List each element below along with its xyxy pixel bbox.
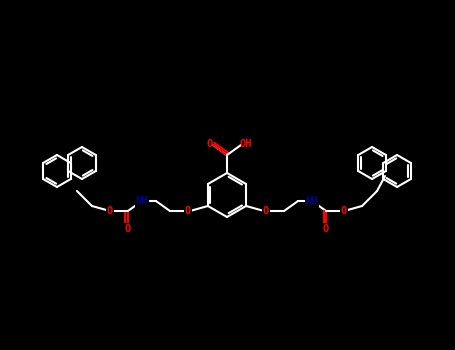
- Text: O: O: [125, 224, 131, 234]
- Text: O: O: [323, 224, 329, 234]
- Text: NH: NH: [306, 196, 318, 206]
- Text: O: O: [107, 206, 113, 216]
- Text: O: O: [263, 206, 269, 216]
- Text: OH: OH: [240, 139, 252, 149]
- Text: O: O: [341, 206, 347, 216]
- Text: NH: NH: [136, 196, 148, 206]
- Text: O: O: [207, 139, 213, 149]
- Text: O: O: [185, 206, 191, 216]
